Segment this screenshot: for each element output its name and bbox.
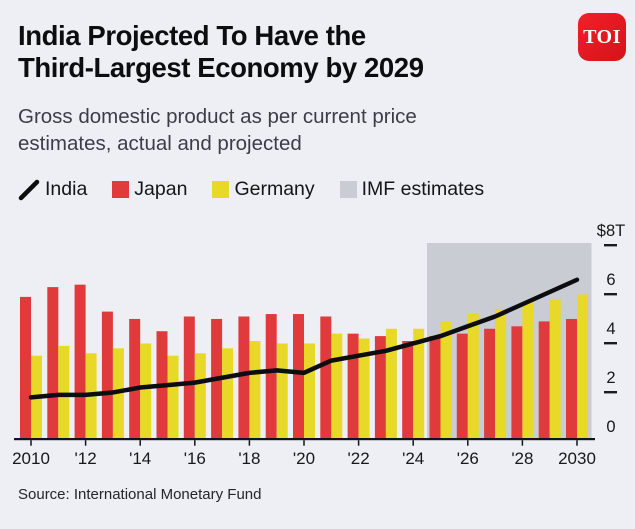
japan-bar-2021 <box>320 316 332 439</box>
germany-bar-2024 <box>413 328 425 439</box>
source-note: Source: International Monetary Fund <box>18 486 262 503</box>
legend-item-germany: Germany <box>212 178 315 201</box>
germany-bar-2011 <box>58 345 70 439</box>
y-axis-label-0: 0 <box>606 418 615 436</box>
japan-bar-2029 <box>538 321 550 439</box>
germany-bar-2029 <box>549 299 561 439</box>
india-line-swatch-icon <box>18 179 40 200</box>
x-tick-2016 <box>194 440 196 446</box>
x-axis-line <box>14 438 595 441</box>
legend-item-india: India <box>18 178 87 201</box>
legend-item-japan: Japan <box>112 178 187 201</box>
japan-bar-2010 <box>20 296 31 439</box>
y-axis-label-2: 2 <box>606 369 615 387</box>
japan-bar-2018 <box>238 316 250 439</box>
japan-bar-2030 <box>566 318 577 439</box>
germany-bar-2017 <box>222 348 234 439</box>
y-axis-label-6: 6 <box>606 271 615 289</box>
japan-bar-2027 <box>484 328 496 439</box>
legend-label: IMF estimates <box>361 178 485 200</box>
x-axis-label-2026: '26 <box>457 449 479 468</box>
chart-subtitle: Gross domestic product as per current pr… <box>18 104 417 157</box>
germany-bar-2028 <box>522 301 534 439</box>
legend-label: India <box>45 178 88 200</box>
subtitle-line-1: Gross domestic product as per current pr… <box>18 105 417 128</box>
japan-bar-2012 <box>74 284 86 439</box>
y-tick-6 <box>604 293 617 296</box>
y-axis-label-8: $8T <box>597 222 625 240</box>
title-line-2: Third-Largest Economy by 2029 <box>18 52 424 84</box>
japan-bar-2013 <box>101 311 113 439</box>
germany-bar-2022 <box>358 338 370 439</box>
japan-bar-2016 <box>183 316 195 439</box>
japan-bar-2028 <box>511 326 523 439</box>
japan-bar-2022 <box>347 333 359 439</box>
toi-logo: TOI <box>578 13 626 61</box>
x-tick-2012 <box>84 440 87 446</box>
germany-bar-2021 <box>331 333 343 439</box>
x-axis-label-2010: 2010 <box>12 449 50 468</box>
germany-bar-2026 <box>467 314 479 439</box>
germany-bar-2015 <box>167 355 179 439</box>
y-tick-8 <box>604 244 617 247</box>
germany-swatch-icon <box>212 181 230 198</box>
x-tick-2010 <box>30 440 32 446</box>
japan-bar-2025 <box>429 336 441 439</box>
x-axis-label-2024: '24 <box>402 449 424 468</box>
y-tick-4 <box>604 342 617 345</box>
x-axis-label-2022: '22 <box>348 449 370 468</box>
japan-bar-2023 <box>374 336 386 439</box>
chart-legend: India Japan Germany IMF estimates <box>18 178 484 201</box>
x-axis-label-2014: '14 <box>129 449 151 468</box>
x-axis-label-2012: '12 <box>75 449 97 468</box>
japan-bar-2011 <box>47 287 59 439</box>
germany-bar-2030 <box>577 294 588 439</box>
y-tick-2 <box>604 391 617 394</box>
imf-estimates-region <box>427 243 592 439</box>
legend-label: Japan <box>134 178 188 200</box>
germany-bar-2020 <box>304 343 315 439</box>
japan-bar-2020 <box>293 314 304 439</box>
germany-bar-2014 <box>140 343 152 439</box>
x-axis-label-2030: 2030 <box>558 449 596 468</box>
japan-bar-2014 <box>129 318 141 439</box>
title-line-1: India Projected To Have the <box>18 20 366 51</box>
x-tick-2028 <box>521 440 524 446</box>
japan-swatch-icon <box>112 181 130 198</box>
germany-bar-2016 <box>194 353 206 439</box>
germany-bar-2027 <box>495 309 507 439</box>
x-tick-2030 <box>576 440 578 446</box>
x-axis-label-2016: '16 <box>184 449 206 468</box>
germany-bar-2018 <box>249 341 261 439</box>
x-tick-2014 <box>139 440 141 446</box>
x-tick-2026 <box>467 440 469 446</box>
germany-bar-2023 <box>385 328 397 439</box>
germany-bar-2025 <box>440 321 452 439</box>
x-axis-label-2018: '18 <box>238 449 260 468</box>
toi-logo-text: TOI <box>583 25 621 48</box>
legend-label: Germany <box>234 178 315 200</box>
japan-bar-2019 <box>265 314 277 439</box>
x-tick-2024 <box>412 440 414 446</box>
india-line <box>28 277 580 400</box>
x-tick-2018 <box>248 440 251 446</box>
x-tick-2022 <box>357 440 360 446</box>
germany-bar-2019 <box>276 343 288 439</box>
gdp-chart: 2010 '12 '14 '16 '18 '20 '22 '24 '26 '28 2030 $8T 6 4… <box>12 222 625 468</box>
japan-bar-2026 <box>456 333 468 439</box>
imf-estimates-swatch-icon <box>339 181 357 198</box>
japan-bar-2024 <box>402 341 414 439</box>
x-tick-2020 <box>303 440 305 446</box>
y-axis-label-4: 4 <box>606 320 615 338</box>
x-axis-label-2020: '20 <box>293 449 315 468</box>
legend-item-imf-estimates: IMF estimates <box>339 178 485 201</box>
subtitle-line-2: estimates, actual and projected <box>18 131 302 155</box>
x-axis-label-2028: '28 <box>511 449 533 468</box>
page-title: India Projected To Have the Third-Largest… <box>18 20 424 85</box>
